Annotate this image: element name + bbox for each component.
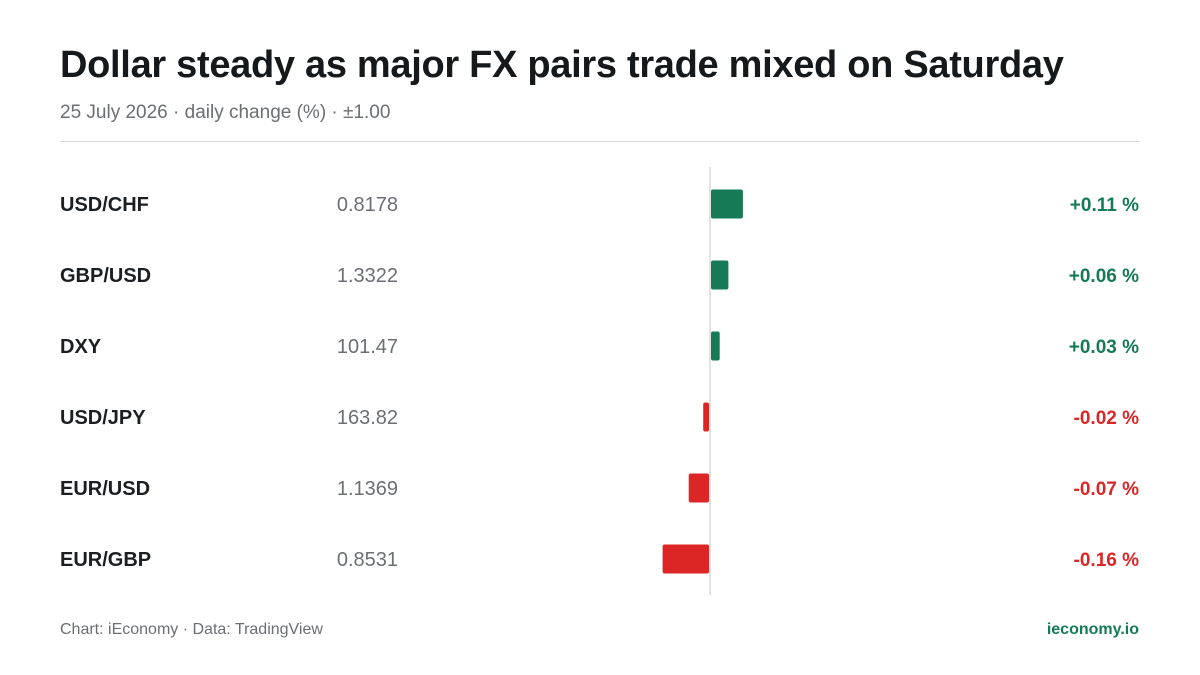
price-value: 163.82 — [337, 407, 398, 429]
source-credit: Chart: iEconomy · Data: TradingView — [60, 621, 323, 638]
chart-subtitle: 25 July 2026 · daily change (%) · ±1.00 — [60, 102, 391, 123]
brand-link[interactable]: ieconomy.io — [1046, 621, 1139, 638]
price-value: 1.1369 — [337, 478, 398, 500]
pair-label: GBP/USD — [60, 265, 151, 287]
header-divider — [60, 141, 1140, 142]
price-value: 0.8531 — [337, 549, 398, 571]
pair-label: USD/JPY — [60, 407, 146, 429]
price-value: 0.8178 — [337, 194, 398, 216]
change-bar — [711, 189, 743, 219]
pair-label: USD/CHF — [60, 194, 149, 216]
change-bar — [711, 331, 720, 361]
price-value: 1.3322 — [337, 265, 398, 287]
change-value-label: +0.06 % — [1069, 266, 1139, 287]
change-bar — [703, 402, 709, 432]
change-value-label: +0.11 % — [1070, 195, 1139, 216]
change-value-label: +0.03 % — [1069, 337, 1139, 358]
change-bar — [688, 473, 709, 503]
change-bar — [662, 544, 709, 574]
change-value-label: -0.02 % — [1074, 408, 1140, 429]
pair-label: EUR/GBP — [60, 549, 151, 571]
change-value-label: -0.16 % — [1074, 550, 1140, 571]
change-value-label: -0.07 % — [1074, 479, 1140, 500]
change-bar — [711, 260, 729, 290]
price-value: 101.47 — [337, 336, 398, 358]
pair-label: EUR/USD — [60, 478, 150, 500]
chart-title: Dollar steady as major FX pairs trade mi… — [60, 44, 1064, 86]
pair-label: DXY — [60, 336, 102, 358]
